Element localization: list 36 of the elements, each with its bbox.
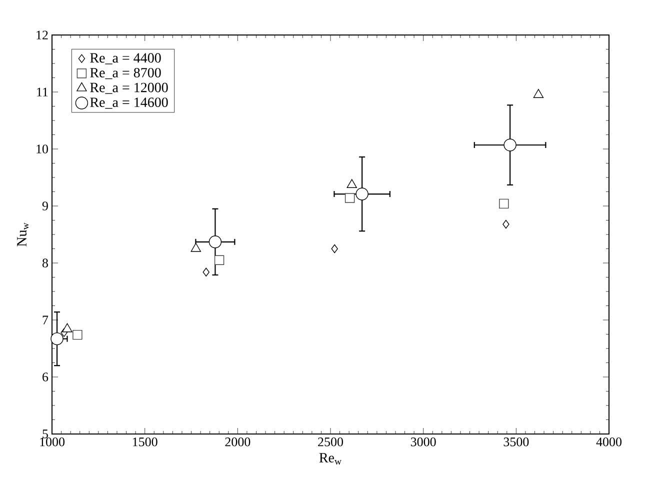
point: [344, 193, 355, 203]
x-tick-label: 1000: [40, 438, 65, 446]
point: [50, 332, 64, 346]
legend-label: Re_a = 8700: [90, 68, 161, 80]
legend-label: Re_a = 4400: [90, 53, 161, 64]
legend-label: Re_a = 14600: [90, 98, 168, 109]
y-tick-label: 9: [42, 202, 48, 210]
point: [356, 188, 368, 200]
y-tick-label: 6: [42, 372, 48, 382]
y-tick-label: 12: [36, 30, 48, 40]
x-tick-label: 4000: [596, 438, 622, 446]
y-tick-label: 7: [42, 316, 48, 324]
y-tick-label: 5: [42, 430, 48, 438]
legend-label: Re_a = 12000: [90, 82, 168, 94]
x-tick-label: 3000: [410, 438, 436, 446]
point: [331, 244, 338, 254]
x-tick-label: 3500: [504, 438, 529, 446]
x-axis-title: Re$_{w}$: [319, 453, 342, 465]
y-axis-title: Nu$_{w}$: [17, 222, 29, 246]
point: [533, 88, 544, 98]
point: [499, 198, 509, 209]
y-tick-label: 11: [37, 88, 48, 96]
point: [502, 220, 510, 229]
y-tick-label: 10: [36, 144, 48, 154]
point: [214, 255, 224, 265]
point: [202, 268, 210, 276]
point: [504, 138, 516, 152]
point: [72, 330, 82, 340]
x-tick-label: 2000: [225, 438, 250, 446]
point: [346, 179, 357, 188]
x-tick-label: 1500: [132, 438, 158, 446]
point: [208, 236, 222, 248]
point: [62, 323, 72, 332]
x-tick-label: 2500: [318, 438, 344, 446]
y-tick-label: 8: [42, 258, 48, 268]
point: [190, 242, 202, 252]
